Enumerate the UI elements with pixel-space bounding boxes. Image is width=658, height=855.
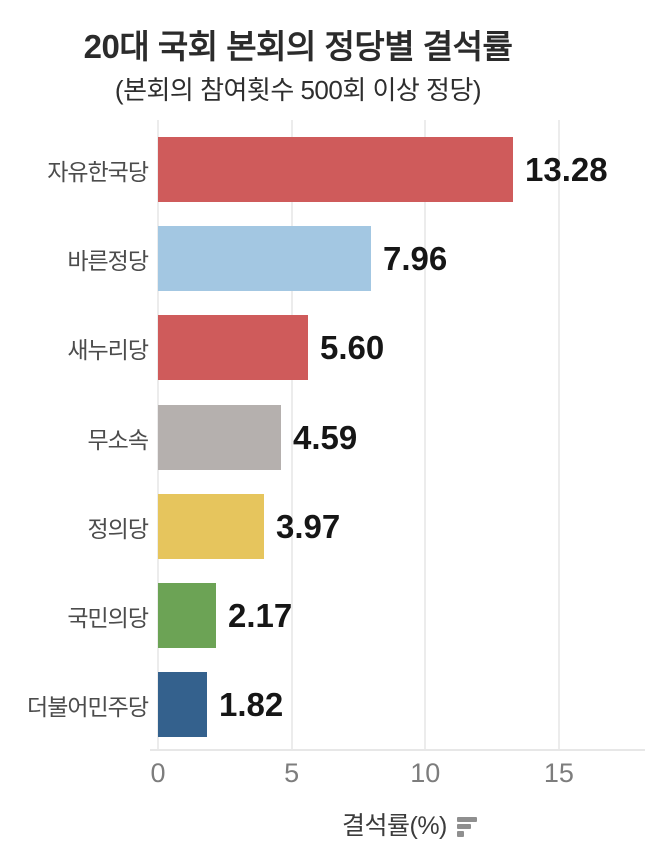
x-tick-label: 5 (284, 758, 300, 788)
logo-bar-middle (457, 824, 471, 829)
category-label: 무소속 (87, 426, 149, 453)
gridline-x-5 (290, 120, 293, 750)
category-label: 국민의당 (67, 604, 149, 631)
value-label: 1.82 (219, 685, 284, 723)
category-label: 자유한국당 (47, 158, 149, 185)
gridline-x-15 (557, 120, 560, 750)
logo-bar-bottom (457, 831, 464, 837)
value-label: 4.59 (293, 418, 358, 456)
x-tick-label: 0 (150, 758, 166, 788)
x-axis-title: 결석률(%) (342, 812, 447, 840)
chart-subtitle: (본회의 참여횟수 500회 이상 정당) (114, 75, 482, 105)
gridline-x-10 (424, 120, 427, 750)
value-label: 13.28 (525, 150, 608, 188)
value-label: 5.60 (320, 328, 385, 366)
sort-descending-bars-icon (457, 817, 481, 837)
category-label: 더불어민주당 (27, 693, 149, 720)
chart-title: 20대 국회 본회의 정당별 결석률 (83, 28, 513, 65)
x-tick-label: 15 (543, 758, 574, 788)
category-label: 정의당 (87, 515, 149, 542)
x-tick-label: 10 (410, 758, 441, 788)
bar (158, 315, 308, 380)
value-label: 3.97 (276, 507, 341, 545)
bar (158, 137, 513, 202)
bar (158, 405, 281, 470)
bar (158, 494, 264, 559)
value-label: 7.96 (383, 239, 448, 277)
bar (158, 583, 216, 648)
x-axis-line (150, 749, 645, 751)
logo-bar-top (457, 817, 477, 822)
category-label: 새누리당 (67, 336, 149, 363)
bar (158, 226, 371, 291)
category-label: 바른정당 (67, 247, 149, 274)
value-label: 2.17 (228, 596, 293, 634)
bar (158, 672, 207, 737)
